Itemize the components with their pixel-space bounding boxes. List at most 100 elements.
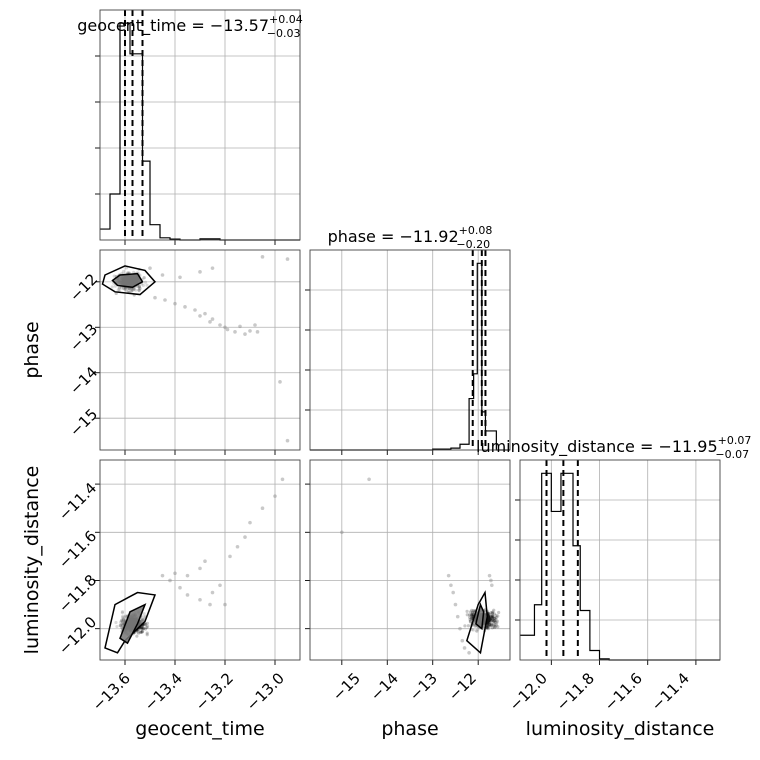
sample-point — [492, 612, 496, 616]
sample-point — [466, 624, 471, 628]
sample-point — [490, 618, 494, 622]
sample-point — [260, 506, 265, 510]
sample-point — [248, 520, 252, 525]
tick-labels-luminosity_distance-x: −12.0 −11.8 −11.6 −11.4 — [506, 669, 693, 714]
y-axis-label-luminosity_distance: luminosity_distance — [21, 466, 43, 655]
sample-point — [463, 624, 467, 628]
sample-point — [121, 286, 125, 290]
sample-point — [120, 622, 124, 626]
sample-point — [446, 573, 451, 578]
sample-point — [112, 274, 116, 278]
sample-point — [458, 626, 462, 631]
sample-point — [173, 571, 177, 576]
sample-point — [495, 619, 499, 623]
sample-point — [468, 619, 473, 623]
sample-point — [140, 618, 145, 622]
sample-point — [470, 614, 474, 618]
sample-point — [129, 289, 134, 293]
sample-point — [278, 380, 282, 384]
sample-point — [493, 625, 498, 629]
tick-label: −15 — [329, 669, 364, 704]
sample-point — [123, 615, 127, 619]
sample-point — [120, 619, 124, 623]
tick-label: −13.2 — [192, 669, 237, 714]
contour-level-2 — [111, 272, 144, 289]
histogram-bar — [590, 650, 600, 660]
sample-point — [117, 286, 121, 291]
sample-point — [489, 614, 493, 618]
sample-point — [203, 559, 207, 564]
sample-point — [124, 288, 128, 293]
title-phase: phase = −11.92+0.08 −0.20 — [328, 224, 493, 251]
sample-point — [280, 477, 285, 482]
sample-point — [467, 613, 472, 617]
sample-point — [140, 625, 145, 630]
sample-point — [238, 324, 242, 329]
sample-point — [467, 650, 471, 655]
sample-point — [143, 627, 148, 631]
sample-point — [145, 625, 149, 630]
sample-point — [465, 613, 469, 617]
sample-point — [121, 624, 125, 628]
sample-point — [198, 566, 202, 571]
sample-point — [471, 628, 475, 632]
sample-point — [134, 288, 138, 292]
sample-point — [114, 620, 118, 625]
sample-point — [139, 630, 143, 634]
tick-label: −13 — [66, 320, 101, 355]
sample-point — [492, 616, 497, 620]
histogram-bar — [100, 229, 110, 240]
sample-point — [141, 618, 145, 622]
sample-point — [118, 623, 122, 627]
sample-point — [490, 626, 494, 630]
sample-point — [126, 289, 130, 293]
sample-point — [491, 620, 495, 624]
sample-point — [145, 621, 149, 625]
sample-point — [141, 629, 145, 633]
sample-point — [142, 617, 146, 621]
sample-point — [228, 554, 232, 559]
scatter-layer — [101, 255, 501, 655]
tick-label: −15 — [66, 405, 101, 440]
sample-point — [160, 273, 165, 277]
sample-point — [137, 285, 141, 289]
sample-point — [128, 287, 132, 291]
hist-phase-outline — [310, 262, 510, 451]
sample-point — [496, 625, 500, 629]
sample-point — [472, 609, 476, 613]
sample-point — [208, 602, 212, 607]
sample-point — [121, 615, 125, 620]
sample-point — [148, 266, 152, 270]
sample-point — [140, 630, 144, 634]
title-geocent_time: geocent_time = −13.57+0.04 −0.03 — [77, 13, 303, 40]
sample-point — [142, 618, 146, 622]
histogram-layer — [100, 10, 720, 661]
sample-point — [491, 615, 495, 619]
sample-point — [475, 629, 479, 633]
sample-point — [123, 287, 127, 291]
sample-point — [140, 618, 144, 622]
sample-point — [210, 266, 215, 270]
sample-point — [140, 626, 144, 630]
sample-point — [139, 619, 143, 623]
sample-point — [490, 614, 494, 618]
sample-point — [468, 618, 472, 622]
sample-point — [492, 619, 496, 623]
sample-point — [340, 530, 344, 535]
tick-label: −13 — [406, 669, 441, 704]
sample-point — [490, 617, 495, 621]
sample-point — [471, 609, 475, 613]
sample-point — [218, 323, 222, 327]
hist-geocent_time-outline — [100, 22, 300, 241]
sample-point — [121, 620, 125, 624]
sample-point — [142, 276, 146, 280]
sample-point — [142, 615, 146, 619]
tick-label: −13.4 — [141, 669, 186, 714]
sample-point — [243, 332, 247, 336]
grid-layer — [100, 10, 720, 660]
sample-point — [193, 308, 197, 312]
sample-point — [173, 301, 177, 306]
sample-point — [248, 329, 252, 333]
sample-point — [492, 619, 496, 623]
sample-point — [489, 578, 493, 583]
